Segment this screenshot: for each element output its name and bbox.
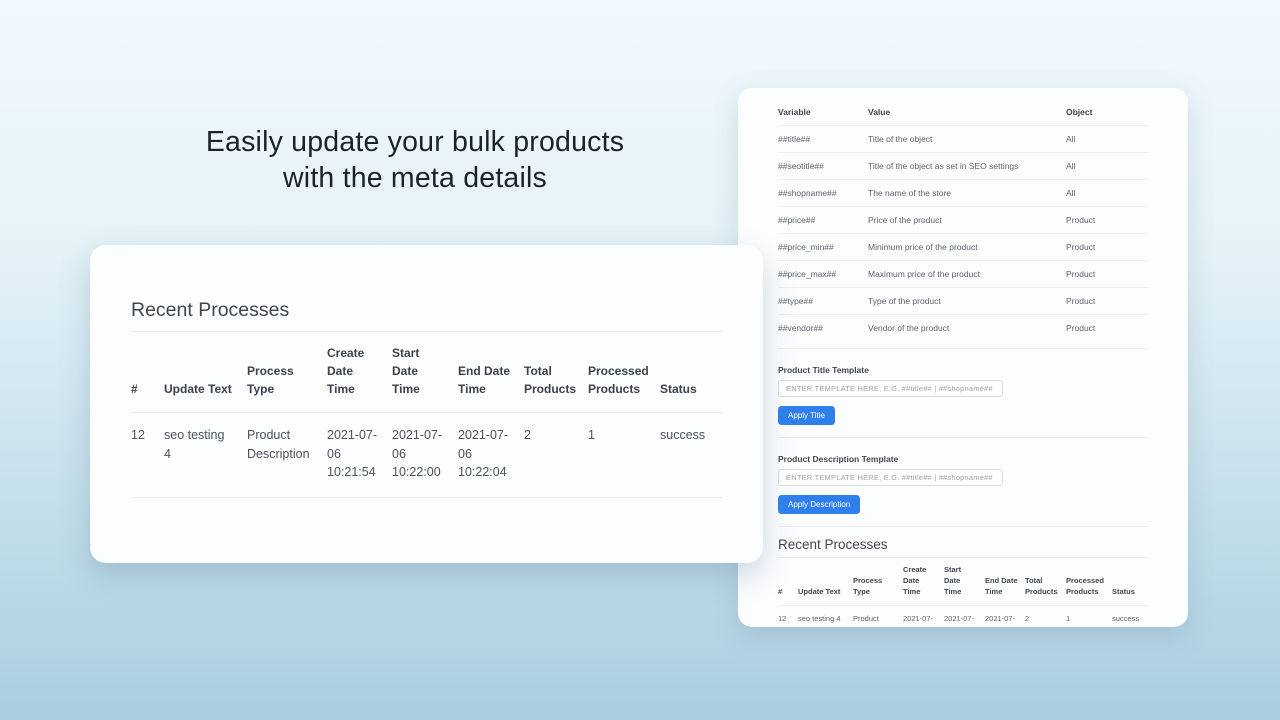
cell-variable: ##price_min##	[778, 233, 868, 261]
col-header-start-date: Start Date Time	[944, 558, 985, 606]
variable-row: ##price_max## Maximum price of the produ…	[778, 260, 1148, 288]
cell-object: Product	[1066, 260, 1148, 288]
table-row: 12 seo testing 4 Product Description 202…	[131, 412, 722, 498]
cell-status: success	[660, 412, 722, 498]
variable-row: ##seotitle## Title of the object as set …	[778, 152, 1148, 180]
recent-processes-table-small: # Update Text Process Type Create Date T…	[778, 558, 1148, 627]
variable-row: ##price_min## Minimum price of the produ…	[778, 233, 1148, 261]
col-header-status: Status	[660, 332, 722, 413]
col-header-processed-products: Processed Products	[1066, 558, 1112, 606]
cell-variable: ##seotitle##	[778, 152, 868, 180]
variables-table: Variable Value Object ##title## Title of…	[778, 100, 1148, 349]
col-header-total-products: Total Products	[1025, 558, 1066, 606]
cell-object: All	[1066, 179, 1148, 207]
cell-object: Product	[1066, 287, 1148, 315]
col-header-number: #	[131, 332, 164, 413]
col-header-update-text: Update Text	[798, 558, 853, 606]
cell-process-type: Product Description	[247, 412, 327, 498]
col-header-end-date: End Date Time	[458, 332, 524, 413]
cell-update-text: seo testing 4	[798, 605, 853, 627]
cell-variable: ##shopname##	[778, 179, 868, 207]
product-title-template-section: Product Title Template Apply Title	[778, 365, 1148, 425]
cell-variable: ##price##	[778, 206, 868, 234]
col-header-create-date: Create Date Time	[903, 558, 944, 606]
cell-variable: ##type##	[778, 287, 868, 315]
cell-start-date: 2021-07-06 10:22:00	[392, 412, 458, 498]
divider	[778, 526, 1148, 527]
cell-value: Maximum price of the product	[868, 260, 1066, 288]
cell-value: Title of the object	[868, 125, 1066, 153]
recent-processes-title-small: Recent Processes	[778, 537, 1148, 558]
cell-end-date: 2021-07-06 10:22:04	[458, 412, 524, 498]
cell-update-text: seo testing 4	[164, 412, 247, 498]
cell-variable: ##vendor##	[778, 314, 868, 349]
col-header-value: Value	[868, 100, 1066, 126]
product-description-template-input[interactable]	[778, 469, 1003, 486]
col-header-end-date: End Date Time	[985, 558, 1025, 606]
cell-total-products: 2	[524, 412, 588, 498]
col-header-number: #	[778, 558, 798, 606]
col-header-process-type: Process Type	[853, 558, 903, 606]
variable-row: ##type## Type of the product Product	[778, 287, 1148, 315]
headline-line-2: with the meta details	[283, 162, 547, 194]
cell-process-type: Product Description	[853, 605, 903, 627]
recent-processes-card: Recent Processes # Update Text Process T…	[90, 245, 763, 563]
variable-row: ##vendor## Vendor of the product Product	[778, 314, 1148, 349]
apply-title-button[interactable]: Apply Title	[778, 406, 835, 425]
cell-value: The name of the store	[868, 179, 1066, 207]
cell-object: Product	[1066, 233, 1148, 261]
variable-row: ##price## Price of the product Product	[778, 206, 1148, 234]
cell-variable: ##title##	[778, 125, 868, 153]
product-description-template-section: Product Description Template Apply Descr…	[778, 454, 1148, 514]
cell-end-date: 2021-07-06 10:22:04	[985, 605, 1025, 627]
cell-object: All	[1066, 125, 1148, 153]
col-header-total-products: Total Products	[524, 332, 588, 413]
variable-row: ##title## Title of the object All	[778, 125, 1148, 153]
cell-total-products: 2	[1025, 605, 1066, 627]
recent-processes-table: # Update Text Process Type Create Date T…	[131, 332, 722, 498]
col-header-status: Status	[1112, 558, 1148, 606]
cell-value: Title of the object as set in SEO settin…	[868, 152, 1066, 180]
cell-object: Product	[1066, 206, 1148, 234]
cell-create-date: 2021-07-06 10:21:54	[327, 412, 392, 498]
cell-value: Vendor of the product	[868, 314, 1066, 349]
col-header-start-date: Start Date Time	[392, 332, 458, 413]
headline-line-1: Easily update your bulk products	[205, 126, 625, 158]
cell-object: Product	[1066, 314, 1148, 349]
cell-number: 12	[778, 605, 798, 627]
cell-object: All	[1066, 152, 1148, 180]
cell-processed-products: 1	[1066, 605, 1112, 627]
table-header-row: # Update Text Process Type Create Date T…	[131, 332, 722, 413]
cell-value: Minimum price of the product	[868, 233, 1066, 261]
apply-description-button[interactable]: Apply Description	[778, 495, 861, 514]
product-title-template-label: Product Title Template	[778, 365, 869, 375]
product-title-template-input[interactable]	[778, 380, 1003, 397]
table-header-row: # Update Text Process Type Create Date T…	[778, 558, 1148, 606]
col-header-object: Object	[1066, 100, 1148, 126]
cell-start-date: 2021-07-06 10:22:00	[944, 605, 985, 627]
product-description-template-label: Product Description Template	[778, 454, 899, 464]
cell-status: success	[1112, 605, 1148, 627]
col-header-variable: Variable	[778, 100, 868, 126]
cell-variable: ##price_max##	[778, 260, 868, 288]
cell-value: Type of the product	[868, 287, 1066, 315]
cell-create-date: 2021-07-06 10:21:54	[903, 605, 944, 627]
col-header-create-date: Create Date Time	[327, 332, 392, 413]
variables-header-row: Variable Value Object	[778, 100, 1148, 126]
variable-row: ##shopname## The name of the store All	[778, 179, 1148, 207]
app-screenshot-card: Variable Value Object ##title## Title of…	[738, 88, 1188, 627]
table-row: 12 seo testing 4 Product Description 202…	[778, 605, 1148, 627]
cell-value: Price of the product	[868, 206, 1066, 234]
headline: Easily update your bulk products with th…	[30, 124, 800, 196]
col-header-update-text: Update Text	[164, 332, 247, 413]
divider	[778, 437, 1148, 438]
col-header-processed-products: Processed Products	[588, 332, 660, 413]
recent-processes-title: Recent Processes	[131, 299, 722, 332]
cell-number: 12	[131, 412, 164, 498]
col-header-process-type: Process Type	[247, 332, 327, 413]
cell-processed-products: 1	[588, 412, 660, 498]
